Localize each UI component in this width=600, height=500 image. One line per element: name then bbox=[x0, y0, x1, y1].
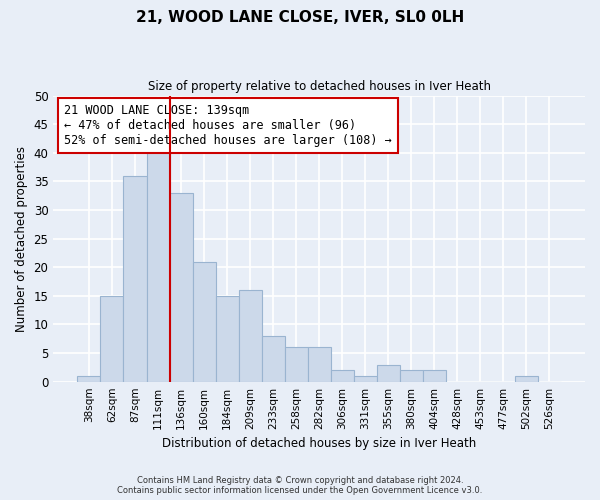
Bar bbox=[77, 376, 100, 382]
Bar bbox=[100, 296, 124, 382]
Title: Size of property relative to detached houses in Iver Heath: Size of property relative to detached ho… bbox=[148, 80, 491, 93]
Bar bbox=[193, 262, 215, 382]
Bar bbox=[239, 290, 262, 382]
Bar bbox=[308, 348, 331, 382]
Bar bbox=[400, 370, 423, 382]
Bar bbox=[423, 370, 446, 382]
Bar bbox=[262, 336, 284, 382]
Bar bbox=[215, 296, 239, 382]
Bar bbox=[146, 147, 170, 382]
Bar bbox=[124, 176, 146, 382]
Text: Contains HM Land Registry data © Crown copyright and database right 2024.
Contai: Contains HM Land Registry data © Crown c… bbox=[118, 476, 482, 495]
Bar bbox=[353, 376, 377, 382]
Text: 21, WOOD LANE CLOSE, IVER, SL0 0LH: 21, WOOD LANE CLOSE, IVER, SL0 0LH bbox=[136, 10, 464, 25]
Bar bbox=[377, 364, 400, 382]
Bar bbox=[170, 193, 193, 382]
Bar bbox=[284, 348, 308, 382]
Bar bbox=[515, 376, 538, 382]
Y-axis label: Number of detached properties: Number of detached properties bbox=[15, 146, 28, 332]
X-axis label: Distribution of detached houses by size in Iver Heath: Distribution of detached houses by size … bbox=[162, 437, 476, 450]
Bar bbox=[331, 370, 353, 382]
Text: 21 WOOD LANE CLOSE: 139sqm
← 47% of detached houses are smaller (96)
52% of semi: 21 WOOD LANE CLOSE: 139sqm ← 47% of deta… bbox=[64, 104, 392, 147]
